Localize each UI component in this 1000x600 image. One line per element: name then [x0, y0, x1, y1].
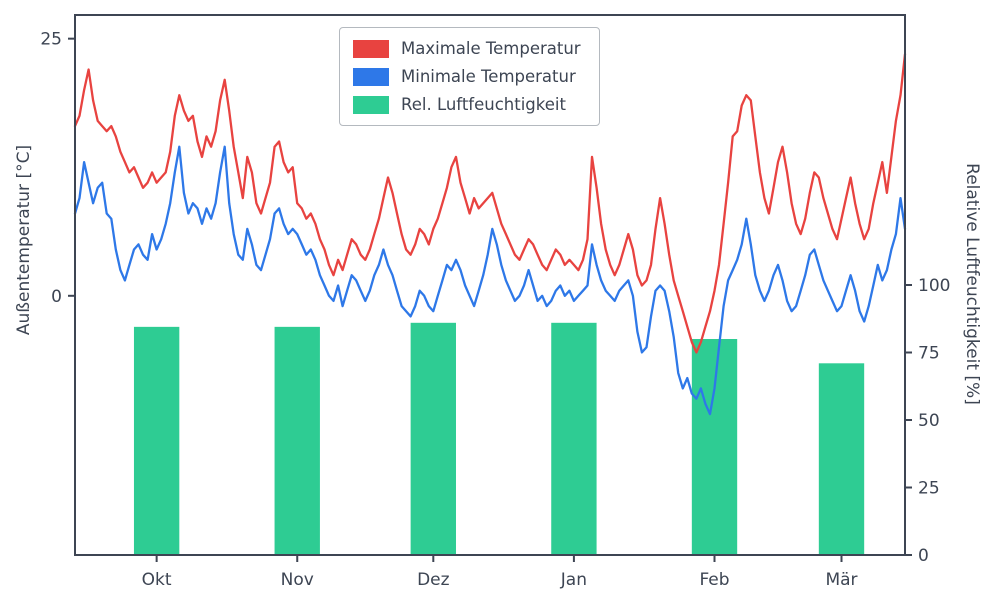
y-axis-label-left: Außentemperatur [°C]	[14, 144, 34, 336]
legend-label: Maximale Temperatur	[401, 39, 581, 58]
legend-label: Rel. Luftfeuchtigkeit	[401, 95, 566, 114]
humidity-bar	[551, 322, 597, 555]
legend-swatch	[353, 67, 389, 86]
y-tick-label-right: 0	[918, 546, 929, 566]
humidity-bar	[133, 326, 180, 555]
legend-swatch	[353, 39, 389, 58]
humidity-bar	[691, 339, 738, 555]
max-temperature-line	[73, 52, 907, 354]
legend-item: Minimale Temperatur	[353, 67, 581, 86]
x-tick-label: Feb	[699, 570, 729, 590]
min-temperature-line	[73, 145, 907, 416]
y-tick-label-right: 75	[918, 344, 940, 364]
y-tick-label-left: 0	[51, 287, 62, 307]
y-tick-label-right: 50	[918, 411, 940, 431]
legend: Maximale Temperatur Minimale Temperatur Re…	[339, 27, 600, 126]
humidity-bar	[410, 322, 456, 555]
x-tick-label: Mär	[825, 570, 857, 590]
legend-item: Maximale Temperatur	[353, 39, 581, 58]
y-tick-label-right: 100	[918, 276, 950, 296]
humidity-bar	[818, 363, 865, 555]
legend-label: Minimale Temperatur	[401, 67, 576, 86]
y-tick-label-left: 25	[40, 30, 62, 50]
x-tick-label: Jan	[560, 570, 587, 590]
humidity-bar	[274, 326, 320, 555]
x-tick-label: Dez	[417, 570, 450, 590]
x-tick-label: Okt	[142, 570, 172, 590]
y-axis-label-right: Relative Luftfeuchtigkeit [%]	[962, 163, 982, 405]
legend-swatch	[353, 95, 389, 114]
y-tick-label-right: 25	[918, 479, 940, 499]
x-tick-label: Nov	[281, 570, 314, 590]
legend-item: Rel. Luftfeuchtigkeit	[353, 95, 581, 114]
